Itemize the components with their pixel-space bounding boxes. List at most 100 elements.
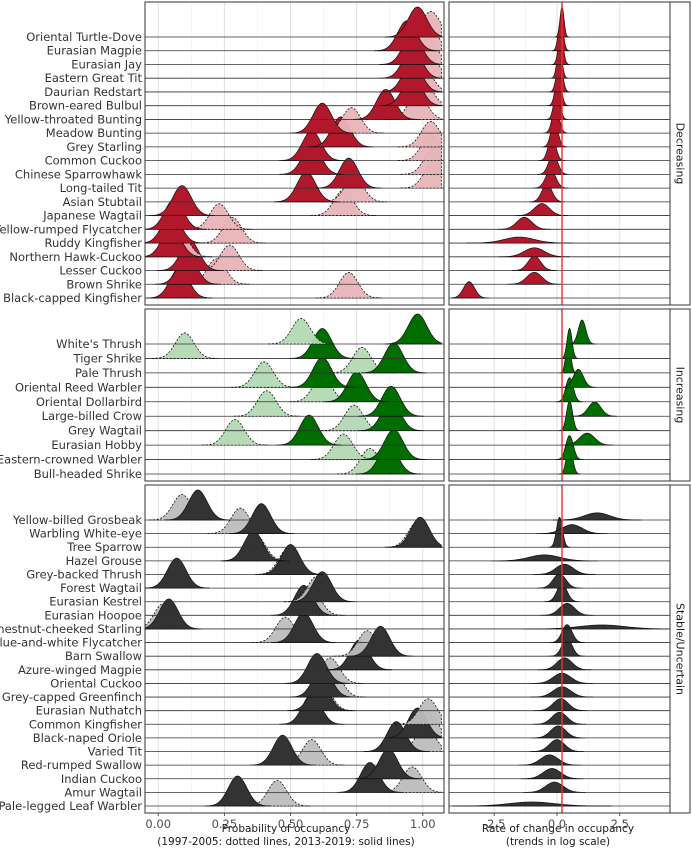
ridge-early-1997-2005 — [337, 448, 403, 475]
axes: Probability of occupancy (1997-2005: dot… — [145, 813, 634, 848]
ridge-early-1997-2005 — [315, 272, 382, 299]
left-panel-border — [144, 484, 445, 814]
rate-ridge — [452, 801, 612, 807]
left-axis-title: Probability of occupancy — [222, 823, 351, 835]
ridge-row — [145, 530, 670, 562]
rate-ridge — [523, 781, 586, 793]
ridge-early-1997-2005 — [202, 419, 268, 446]
species-label: Amur Wagtail — [64, 785, 142, 799]
ridge-early-1997-2005 — [207, 507, 274, 535]
ridge-early-1997-2005 — [199, 217, 266, 244]
rate-ridge — [518, 754, 581, 766]
ridge-row — [145, 356, 670, 388]
ridge-row — [144, 598, 670, 630]
species-label: Oriental Dollarbird — [36, 395, 142, 409]
ridge-late-2013-2019 — [384, 313, 442, 345]
group-strips: Decreasing Increasing Stable/Uncertain — [669, 1, 691, 814]
group-strip-label: Stable/Uncertain — [674, 603, 687, 695]
species-label: Chinese Sparrowhawk — [15, 167, 142, 181]
ridge-late-2013-2019 — [144, 557, 210, 589]
left-tick-label: 1.00 — [410, 817, 436, 831]
left-panel-border — [144, 1, 445, 306]
species-label: Ruddy Kingfisher — [45, 236, 143, 250]
rate-ridge — [537, 657, 592, 671]
left-tick-label: 0.00 — [145, 817, 171, 831]
species-label: Tree Sparrow — [66, 540, 142, 554]
ridge-late-2013-2019 — [315, 157, 382, 189]
group-strip — [669, 1, 691, 306]
species-label: Blue-and-white Flycatcher — [0, 636, 142, 650]
species-label: Eurasian Kestrel — [49, 595, 142, 609]
rate-ridge — [560, 328, 579, 359]
rate-ridge — [532, 711, 587, 725]
ridge-early-1997-2005 — [183, 258, 250, 285]
rate-ridge — [507, 271, 562, 285]
species-label: Grey-capped Greenfinch — [2, 690, 142, 704]
rate-ridge — [549, 624, 585, 643]
species-label: Indian Cuckoo — [61, 772, 142, 786]
right-tick-label: -2.5 — [483, 817, 505, 831]
species-label: Lesser Cuckoo — [59, 264, 142, 278]
species-label: Eastern-crowned Warbler — [0, 453, 142, 467]
ridge-late-2013-2019 — [257, 544, 324, 575]
species-label: Eurasian Magpie — [47, 44, 142, 58]
species-label: Asian Stubtail — [63, 195, 142, 209]
species-label: Yellow-throated Bunting — [4, 112, 142, 126]
rate-ridge — [466, 236, 573, 244]
ridge-early-1997-2005 — [244, 780, 311, 807]
species-label: Black-naped Oriole — [33, 731, 142, 745]
ridge-early-1997-2005 — [252, 616, 319, 643]
left-tick-label: 0.75 — [344, 817, 370, 831]
ridge-early-1997-2005 — [334, 630, 401, 657]
rate-ridge — [536, 524, 608, 534]
ridge-early-1997-2005 — [297, 657, 364, 684]
ridge-late-2013-2019 — [358, 385, 424, 417]
ridge-early-1997-2005 — [231, 361, 297, 388]
rate-ridge — [530, 739, 584, 752]
ridge-early-1997-2005 — [149, 494, 215, 521]
left-tick-label: 0.25 — [212, 817, 238, 831]
ridges — [144, 1, 671, 814]
left-axis-note: (1997-2005: dotted lines, 2013-2019: sol… — [157, 836, 414, 848]
ridge-late-2013-2019 — [276, 414, 342, 446]
ridge-late-2013-2019 — [284, 653, 350, 684]
ridge-early-1997-2005 — [151, 332, 218, 359]
species-label: Brown-eared Bulbul — [29, 99, 142, 113]
species-label: Daurian Redstart — [44, 85, 142, 99]
left-tick-label: 0.50 — [278, 817, 304, 831]
right-tick-label: 0.0 — [548, 817, 566, 831]
rate-ridge — [556, 435, 584, 460]
ridge-row — [145, 544, 670, 575]
species-label: Long-tailed Tit — [60, 181, 143, 195]
ridge-row — [145, 414, 670, 446]
rate-ridge — [552, 512, 642, 521]
rate-ridge — [451, 281, 489, 299]
group-strip-label: Decreasing — [674, 123, 687, 185]
rate-ridge — [560, 368, 597, 388]
ridge-early-1997-2005 — [329, 346, 395, 374]
ridge-late-2013-2019 — [387, 516, 442, 548]
ridge-late-2013-2019 — [204, 775, 271, 807]
species-label: Northern Hawk-Cuckoo — [9, 250, 142, 264]
species-label: Eurasian Nuthatch — [36, 704, 142, 718]
rate-ridge — [556, 377, 584, 403]
species-label: Grey-backed Thrush — [26, 567, 142, 581]
species-label: Common Kingfisher — [29, 717, 142, 731]
gridlines — [157, 2, 621, 813]
ridge-row — [145, 6, 670, 38]
species-label: Chestnut-cheeked Starling — [0, 622, 142, 636]
ridge-early-1997-2005 — [186, 203, 252, 230]
right-axis-note: (trends in log scale) — [506, 836, 610, 848]
rate-ridge — [515, 203, 569, 216]
ridge-row — [145, 385, 670, 417]
ridge-row — [145, 734, 670, 766]
ridge-row — [145, 429, 670, 460]
rate-ridge — [531, 725, 585, 739]
rate-ridge — [520, 768, 584, 780]
species-label: Varied Tit — [88, 745, 143, 759]
species-label: Azure-winged Magpie — [18, 663, 142, 677]
ridge-late-2013-2019 — [347, 625, 414, 657]
ridge-late-2013-2019 — [165, 489, 231, 521]
species-label: Tiger Shrike — [73, 351, 142, 365]
species-label: Yellow-rumped Flycatcher — [0, 222, 142, 236]
